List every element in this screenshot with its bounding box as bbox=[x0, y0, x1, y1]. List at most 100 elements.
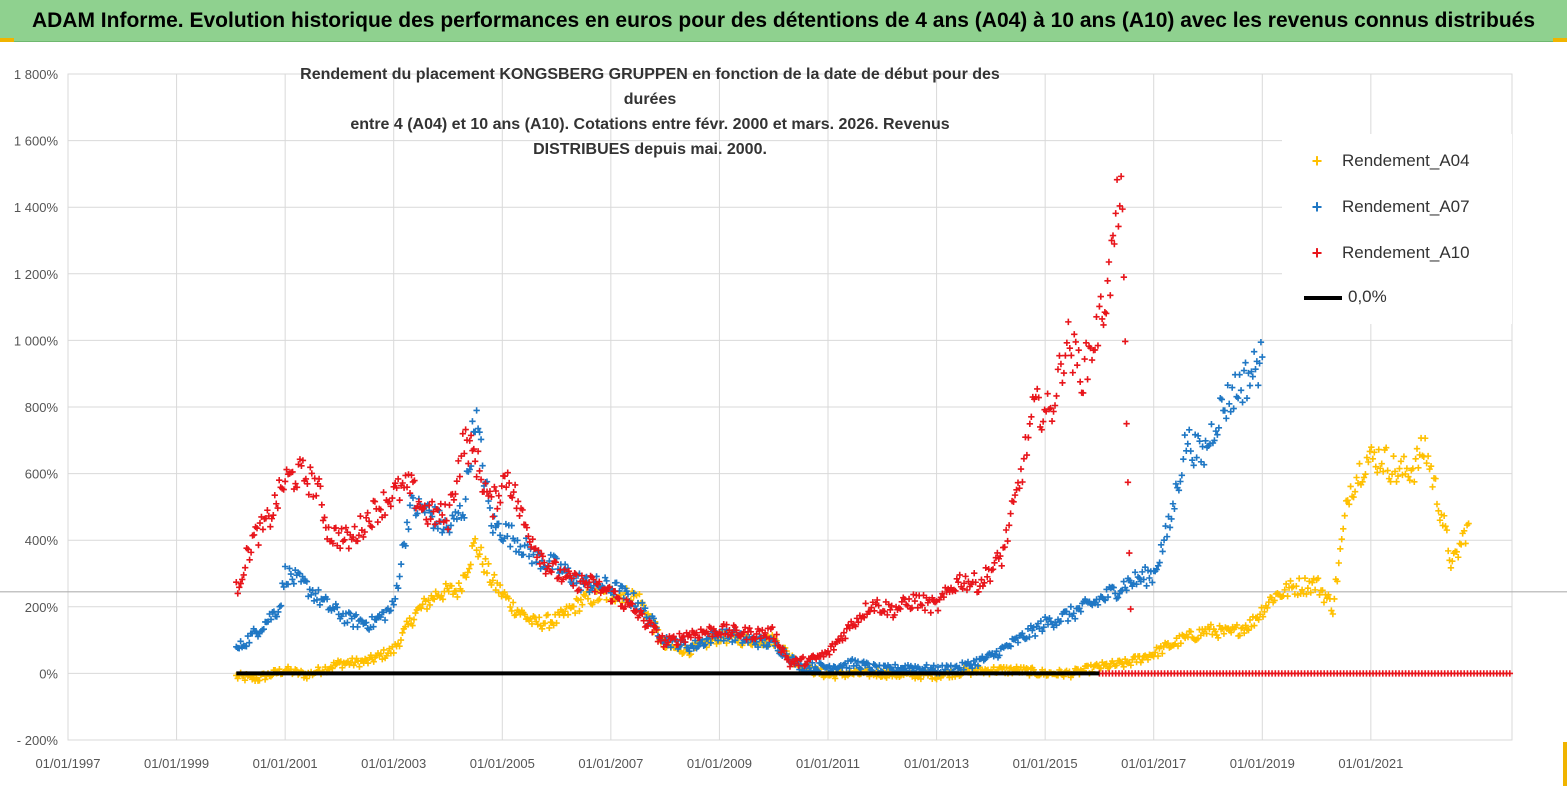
point-Rendement_A10-52 bbox=[310, 493, 317, 500]
point-Rendement_A04-138 bbox=[431, 596, 438, 603]
point-Rendement_A07-271 bbox=[624, 591, 632, 598]
point-Rendement_A04-212 bbox=[538, 625, 546, 632]
point-Rendement_A10-516 bbox=[981, 579, 988, 587]
point-Rendement_A10-3 bbox=[237, 580, 244, 587]
point-Rendement_A07-560 bbox=[1037, 617, 1045, 625]
point-Rendement_A10-328 bbox=[709, 633, 716, 640]
point-Rendement_A10-272 bbox=[629, 600, 636, 608]
point-Rendement_A04-488 bbox=[933, 675, 940, 683]
point-Rendement_A04-6 bbox=[241, 676, 249, 684]
point-Rendement_A07-634 bbox=[1143, 582, 1150, 590]
point-Rendement_A10-210 bbox=[539, 553, 547, 560]
point-Rendement_A04-778 bbox=[1350, 493, 1357, 501]
point-Rendement_A04-210 bbox=[536, 614, 543, 621]
point-Rendement_A10-370 bbox=[769, 623, 776, 631]
point-Rendement_A04-189 bbox=[505, 595, 512, 602]
point-Rendement_A10-573 bbox=[1065, 318, 1072, 326]
point-Rendement_A10-504 bbox=[963, 586, 971, 594]
point-Rendement_A10-97 bbox=[374, 518, 381, 526]
point-Rendement_A04-116 bbox=[399, 629, 406, 637]
legend-plus-icon-a04: + bbox=[1311, 151, 1323, 171]
point-Rendement_A07-644 bbox=[1157, 541, 1165, 549]
point-Rendement_A04-854 bbox=[1460, 527, 1468, 534]
point-Rendement_A04-800 bbox=[1382, 444, 1390, 451]
point-Rendement_A04-852 bbox=[1457, 541, 1465, 548]
x-tick-label-5: 01/01/2007 bbox=[578, 756, 643, 771]
point-Rendement_A07-632 bbox=[1140, 576, 1147, 583]
point-Rendement_A07-631 bbox=[1139, 568, 1146, 576]
point-Rendement_A10-502 bbox=[960, 580, 968, 587]
point-Rendement_A10-440 bbox=[871, 607, 878, 614]
point-Rendement_A10-572 bbox=[1063, 339, 1071, 346]
point-Rendement_A10-89 bbox=[363, 514, 370, 521]
point-Rendement_A04-819 bbox=[1411, 478, 1418, 486]
point-Rendement_A04-846 bbox=[1449, 557, 1456, 565]
point-Rendement_A10-187 bbox=[505, 479, 513, 487]
point-Rendement_A04-86 bbox=[356, 663, 363, 670]
point-Rendement_A07-672 bbox=[1199, 443, 1206, 450]
point-Rendement_A10-120 bbox=[408, 471, 415, 479]
point-Rendement_A07-611 bbox=[1110, 584, 1117, 591]
point-Rendement_A10-388 bbox=[795, 662, 802, 669]
point-Rendement_A10-146 bbox=[446, 501, 453, 509]
point-Rendement_A07-531 bbox=[996, 652, 1003, 659]
point-Rendement_A04-155 bbox=[455, 579, 463, 587]
chart-legend: + Rendement_A04 + Rendement_A07 + Rendem… bbox=[1282, 134, 1512, 324]
point-Rendement_A10_tail-126 bbox=[1506, 670, 1514, 677]
point-Rendement_A10-161 bbox=[467, 432, 475, 439]
point-Rendement_A10-591 bbox=[1091, 346, 1099, 354]
x-tick-label-3: 01/01/2003 bbox=[361, 756, 426, 771]
point-Rendement_A04-267 bbox=[617, 591, 625, 599]
point-Rendement_A04-790 bbox=[1368, 444, 1375, 451]
point-Rendement_A04-172 bbox=[480, 568, 488, 576]
point-Rendement_A10-5 bbox=[240, 571, 247, 579]
point-Rendement_A07-369 bbox=[764, 643, 772, 650]
point-Rendement_A04-659 bbox=[1177, 640, 1185, 647]
point-Rendement_A07-497 bbox=[947, 662, 955, 669]
point-Rendement_A07-125 bbox=[414, 510, 421, 517]
point-Rendement_A10-565 bbox=[1053, 392, 1060, 400]
point-Rendement_A04-829 bbox=[1424, 452, 1432, 460]
point-Rendement_A10-181 bbox=[497, 499, 504, 506]
point-Rendement_A04-855 bbox=[1462, 540, 1469, 547]
point-Rendement_A04-769 bbox=[1337, 545, 1344, 553]
x-tick-label-1: 01/01/1999 bbox=[144, 756, 209, 771]
point-Rendement_A10-561 bbox=[1047, 404, 1054, 412]
point-Rendement_A10-309 bbox=[681, 638, 689, 646]
point-Rendement_A10-602 bbox=[1107, 292, 1114, 299]
point-Rendement_A10-23 bbox=[267, 523, 274, 530]
point-Rendement_A04-74 bbox=[339, 664, 346, 671]
point-Rendement_A10-278 bbox=[637, 607, 645, 614]
point-Rendement_A10-124 bbox=[414, 502, 421, 510]
point-Rendement_A04-794 bbox=[1374, 469, 1381, 476]
point-Rendement_A04-834 bbox=[1432, 475, 1439, 482]
point-Rendement_A07-708 bbox=[1252, 365, 1259, 373]
point-Rendement_A10-458 bbox=[897, 605, 904, 613]
point-Rendement_A10-66 bbox=[329, 540, 337, 547]
point-Rendement_A10-570 bbox=[1060, 369, 1068, 377]
point-Rendement_A07-587 bbox=[1076, 605, 1083, 612]
point-Rendement_A10-302 bbox=[671, 636, 679, 643]
point-Rendement_A04-92 bbox=[364, 659, 372, 667]
point-Rendement_A04-123 bbox=[409, 622, 416, 629]
point-Rendement_A07-167 bbox=[474, 425, 482, 432]
point-Rendement_A07-151 bbox=[452, 508, 459, 516]
point-Rendement_A10-132 bbox=[425, 502, 433, 509]
point-Rendement_A04-216 bbox=[544, 611, 552, 618]
point-Rendement_A10-180 bbox=[495, 492, 503, 499]
legend-plus-icon-a10: + bbox=[1311, 243, 1323, 263]
point-Rendement_A10-372 bbox=[771, 638, 779, 645]
point-Rendement_A10-576 bbox=[1069, 369, 1076, 376]
point-Rendement_A07-46 bbox=[299, 573, 306, 580]
point-Rendement_A07-90 bbox=[363, 619, 370, 626]
point-Rendement_A07-702 bbox=[1243, 394, 1251, 402]
point-Rendement_A07-670 bbox=[1196, 437, 1203, 445]
point-Rendement_A10-496 bbox=[952, 587, 959, 595]
point-Rendement_A07-204 bbox=[528, 560, 536, 567]
point-Rendement_A10-8 bbox=[244, 546, 252, 553]
point-Rendement_A10-464 bbox=[905, 595, 913, 603]
point-Rendement_A04-801 bbox=[1384, 467, 1391, 474]
point-Rendement_A04-177 bbox=[488, 581, 495, 589]
point-Rendement_A10-499 bbox=[956, 571, 963, 579]
point-Rendement_A10-537 bbox=[1011, 491, 1019, 499]
